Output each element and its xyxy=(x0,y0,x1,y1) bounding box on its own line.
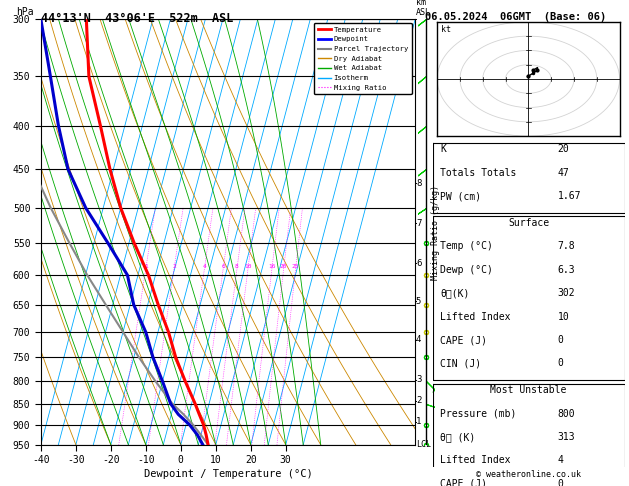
Text: CAPE (J): CAPE (J) xyxy=(440,335,487,345)
Text: 4: 4 xyxy=(416,335,421,345)
Text: K: K xyxy=(440,144,447,154)
Text: Lifted Index: Lifted Index xyxy=(440,312,511,322)
Text: Surface: Surface xyxy=(508,218,549,228)
Text: 6: 6 xyxy=(221,264,225,269)
Text: 8: 8 xyxy=(416,179,421,188)
Text: 16: 16 xyxy=(268,264,276,269)
Text: Mixing Ratio (g/kg): Mixing Ratio (g/kg) xyxy=(431,185,440,279)
Text: 0: 0 xyxy=(557,479,564,486)
Text: 47: 47 xyxy=(557,168,569,178)
Text: kt: kt xyxy=(441,25,451,35)
Text: Temp (°C): Temp (°C) xyxy=(440,241,493,251)
Text: 8: 8 xyxy=(235,264,239,269)
Text: 10: 10 xyxy=(244,264,252,269)
Text: 0: 0 xyxy=(557,359,564,368)
Text: LCL: LCL xyxy=(416,440,431,449)
Text: Pressure (mb): Pressure (mb) xyxy=(440,409,517,418)
Text: 800: 800 xyxy=(557,409,575,418)
Text: θᴄ (K): θᴄ (K) xyxy=(440,432,476,442)
Text: km
ASL: km ASL xyxy=(416,0,431,17)
Text: 1: 1 xyxy=(144,264,148,269)
Text: Dewp (°C): Dewp (°C) xyxy=(440,265,493,275)
Text: 20: 20 xyxy=(280,264,287,269)
Text: 302: 302 xyxy=(557,288,575,298)
Text: 06.05.2024  06GMT  (Base: 06): 06.05.2024 06GMT (Base: 06) xyxy=(425,12,606,22)
Text: hPa: hPa xyxy=(16,7,34,17)
Text: CIN (J): CIN (J) xyxy=(440,359,482,368)
Text: 0: 0 xyxy=(557,335,564,345)
Text: Lifted Index: Lifted Index xyxy=(440,455,511,466)
Text: 1.67: 1.67 xyxy=(557,191,581,201)
Text: 6.3: 6.3 xyxy=(557,265,575,275)
X-axis label: Dewpoint / Temperature (°C): Dewpoint / Temperature (°C) xyxy=(143,469,313,479)
Text: 1: 1 xyxy=(416,417,421,426)
Text: 4: 4 xyxy=(557,455,564,466)
Text: CAPE (J): CAPE (J) xyxy=(440,479,487,486)
Text: Totals Totals: Totals Totals xyxy=(440,168,517,178)
Text: 2: 2 xyxy=(416,396,421,405)
Text: θᴄ(K): θᴄ(K) xyxy=(440,288,470,298)
Text: 6: 6 xyxy=(416,259,421,268)
Text: 7: 7 xyxy=(416,219,421,227)
Text: © weatheronline.co.uk: © weatheronline.co.uk xyxy=(476,469,581,479)
Text: 44°13'N  43°06'E  522m  ASL: 44°13'N 43°06'E 522m ASL xyxy=(41,12,233,25)
Text: 10: 10 xyxy=(557,312,569,322)
Text: Most Unstable: Most Unstable xyxy=(491,385,567,395)
Legend: Temperature, Dewpoint, Parcel Trajectory, Dry Adiabat, Wet Adiabat, Isotherm, Mi: Temperature, Dewpoint, Parcel Trajectory… xyxy=(314,23,411,94)
Text: 2: 2 xyxy=(172,264,176,269)
Text: 4: 4 xyxy=(203,264,206,269)
Text: 7.8: 7.8 xyxy=(557,241,575,251)
Text: 20: 20 xyxy=(557,144,569,154)
Text: PW (cm): PW (cm) xyxy=(440,191,482,201)
Text: 5: 5 xyxy=(416,297,421,306)
Text: 25: 25 xyxy=(292,264,299,269)
Text: 3: 3 xyxy=(416,375,421,384)
Text: 313: 313 xyxy=(557,432,575,442)
